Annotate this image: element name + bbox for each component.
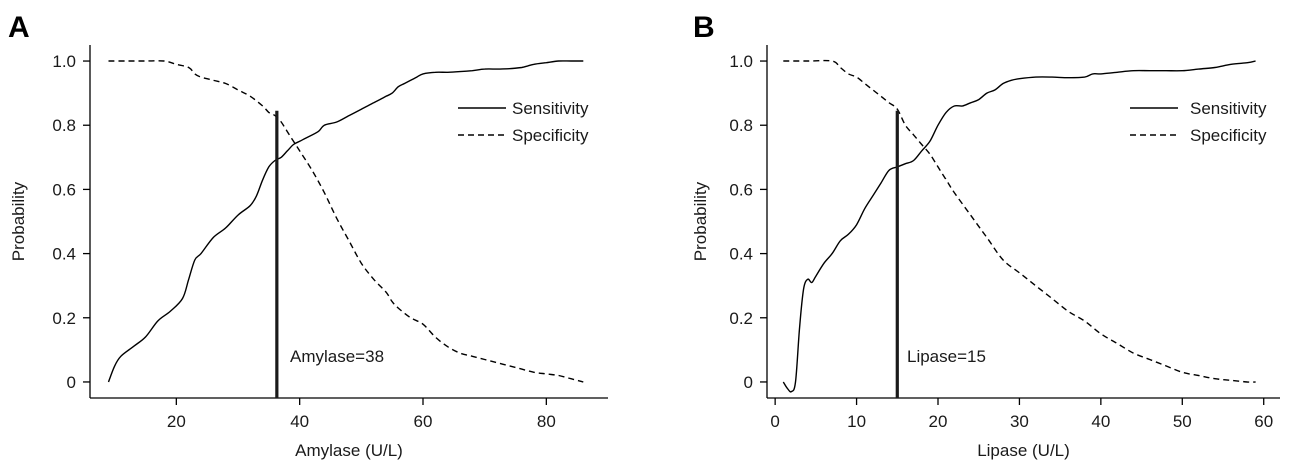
x-tick-label: 50	[1173, 412, 1192, 431]
y-axis-title: Probability	[691, 181, 710, 261]
panel-letter: B	[693, 11, 715, 44]
x-tick-label: 10	[847, 412, 866, 431]
x-tick-label: 40	[290, 412, 309, 431]
panel-a: A 0 0.2 0.4 0.6 0.8 1.0 20 40 60 80 Amylase (U/L) Pr…	[8, 11, 608, 460]
legend-label-sensitivity: Sensitivity	[1190, 99, 1267, 118]
y-tick-label: 0	[67, 373, 76, 392]
series-line-specificity	[783, 59, 1256, 383]
y-tick-label: 0.4	[52, 245, 76, 264]
x-tick-label: 80	[537, 412, 556, 431]
cutoff-label: Amylase=38	[290, 347, 384, 366]
y-tick-label: 0.8	[52, 116, 76, 135]
y-axis-title: Probability	[9, 181, 28, 261]
panel-letter: A	[8, 11, 30, 44]
x-tick-label: 60	[1254, 412, 1273, 431]
y-tick-label: 0	[744, 373, 753, 392]
series-line-sensitivity	[782, 60, 1256, 393]
legend-label-specificity: Specificity	[512, 126, 589, 145]
panel-b: B 0 0.2 0.4 0.6 0.8 1.0 0 10 20 30 40 50 60 Lipase (U/…	[691, 11, 1280, 460]
legend-label-specificity: Specificity	[1190, 126, 1267, 145]
legend-label-sensitivity: Sensitivity	[512, 99, 589, 118]
x-tick-label: 60	[414, 412, 433, 431]
x-tick-label: 20	[167, 412, 186, 431]
series-line-sensitivity	[107, 60, 584, 383]
x-tick-label: 0	[770, 412, 779, 431]
y-tick-label: 0.2	[52, 309, 76, 328]
x-axis-title: Lipase (U/L)	[977, 441, 1070, 460]
y-tick-label: 0.2	[729, 309, 753, 328]
x-tick-label: 30	[1010, 412, 1029, 431]
series-line-specificity	[108, 60, 584, 383]
y-tick-label: 1.0	[52, 52, 76, 71]
y-tick-label: 0.6	[729, 180, 753, 199]
cutoff-label: Lipase=15	[907, 347, 986, 366]
y-tick-label: 0.8	[729, 116, 753, 135]
x-tick-label: 20	[929, 412, 948, 431]
x-axis-title: Amylase (U/L)	[295, 441, 403, 460]
y-tick-label: 0.6	[52, 180, 76, 199]
x-tick-label: 40	[1091, 412, 1110, 431]
y-tick-label: 1.0	[729, 52, 753, 71]
y-tick-label: 0.4	[729, 245, 753, 264]
